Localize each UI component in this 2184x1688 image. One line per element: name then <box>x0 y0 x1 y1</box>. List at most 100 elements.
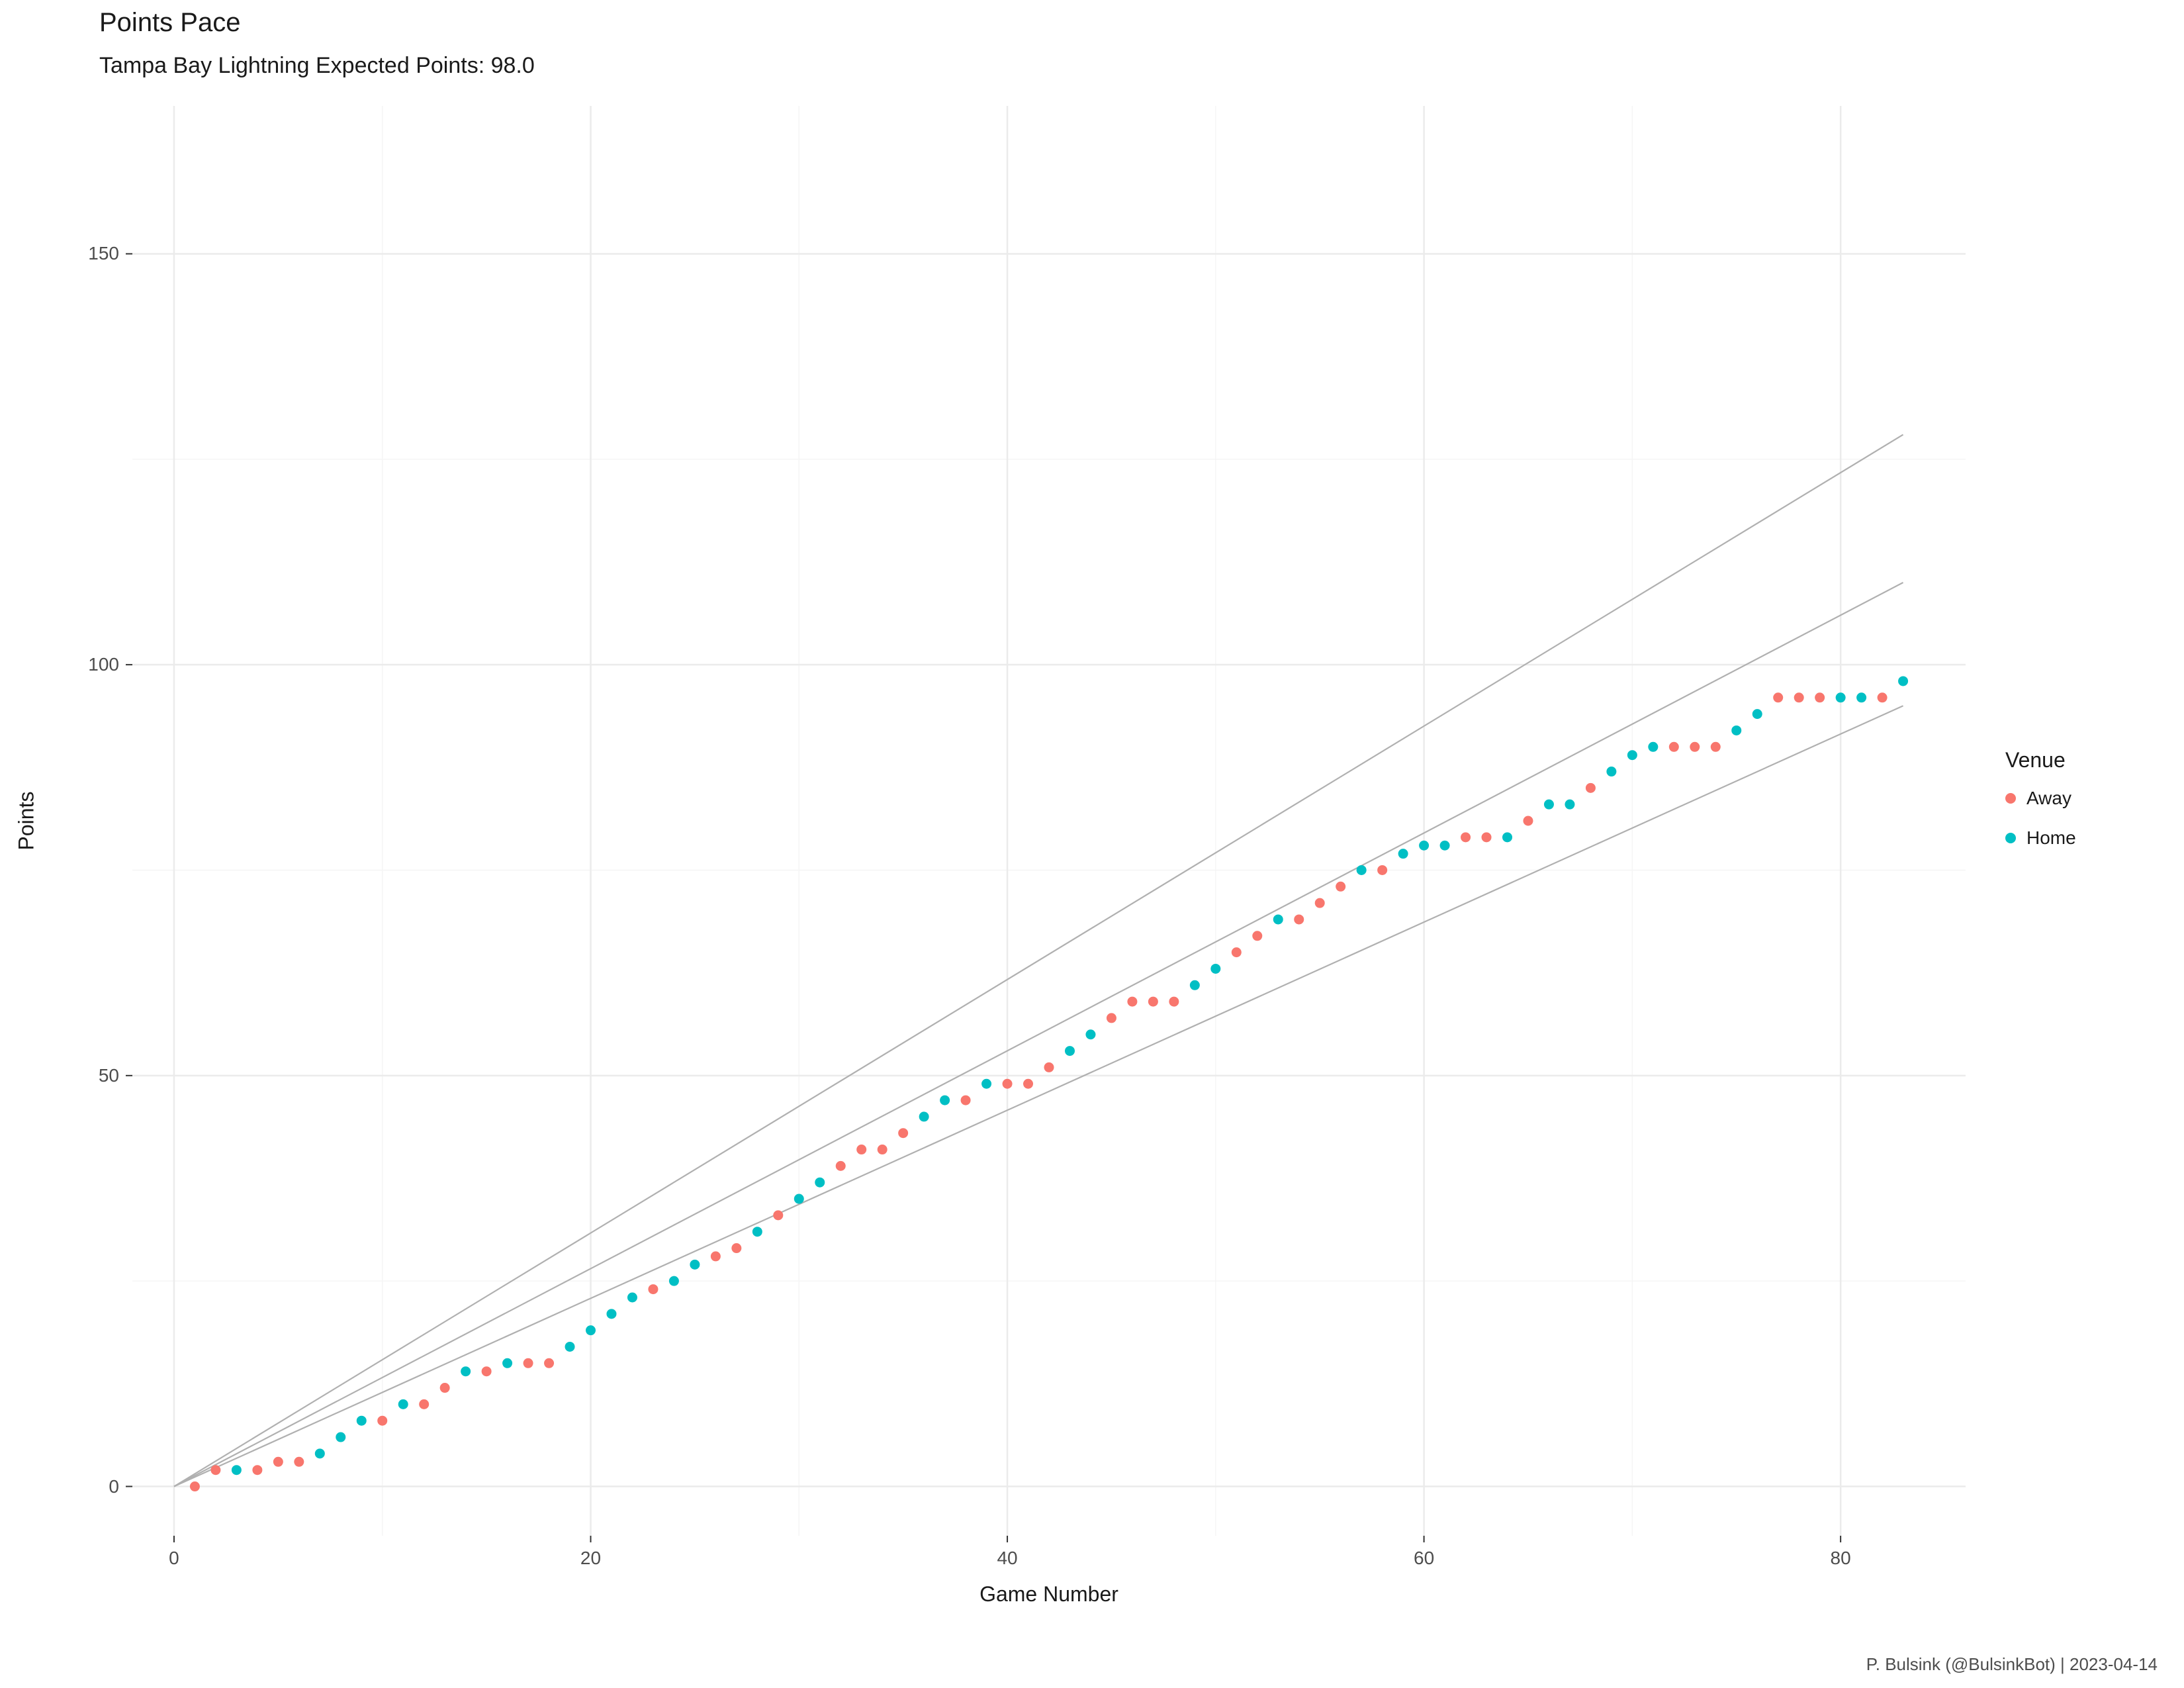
data-point <box>1898 676 1908 686</box>
x-axis-label: Game Number <box>979 1582 1118 1607</box>
data-point <box>1606 767 1616 776</box>
data-point <box>1856 692 1866 702</box>
data-point <box>273 1457 283 1467</box>
data-point <box>190 1481 200 1491</box>
data-point <box>1815 692 1825 702</box>
data-point <box>981 1079 991 1089</box>
x-tick-label: 80 <box>1831 1548 1851 1569</box>
data-point <box>1127 997 1137 1007</box>
x-tick-label: 40 <box>997 1548 1017 1569</box>
x-tick-label: 20 <box>580 1548 601 1569</box>
data-point <box>1690 742 1700 752</box>
y-tick-label: 100 <box>88 654 119 675</box>
data-point <box>1003 1079 1013 1089</box>
data-point <box>815 1178 825 1188</box>
data-point <box>648 1284 658 1294</box>
data-point <box>315 1448 325 1458</box>
y-tick-label: 0 <box>109 1476 119 1497</box>
data-point <box>898 1128 908 1138</box>
data-point <box>669 1276 679 1286</box>
data-point <box>252 1465 262 1475</box>
data-point <box>1232 947 1242 957</box>
data-point <box>752 1227 762 1237</box>
data-point <box>1023 1079 1033 1089</box>
data-point <box>794 1194 804 1204</box>
data-point <box>1565 800 1574 810</box>
data-point <box>1419 841 1429 851</box>
chart-caption: P. Bulsink (@BulsinkBot) | 2023-04-14 <box>1866 1654 2158 1675</box>
data-point <box>1377 865 1387 875</box>
data-point <box>586 1325 596 1335</box>
data-point <box>1502 832 1512 842</box>
data-point <box>232 1465 242 1475</box>
data-point <box>502 1358 512 1368</box>
data-point <box>1190 980 1200 990</box>
data-point <box>1836 692 1846 702</box>
data-point <box>357 1416 367 1426</box>
data-point <box>961 1096 971 1105</box>
plot-area <box>0 0 2184 1688</box>
data-point <box>731 1243 741 1253</box>
legend-title: Venue <box>2005 748 2066 773</box>
data-point <box>690 1260 700 1270</box>
data-point <box>1461 832 1471 842</box>
data-point <box>419 1399 429 1409</box>
data-point <box>773 1210 783 1220</box>
data-point <box>1065 1046 1075 1056</box>
data-point <box>482 1366 492 1376</box>
legend-swatch <box>2005 833 2016 843</box>
chart-container: Points Pace Tampa Bay Lightning Expected… <box>0 0 2184 1688</box>
data-point <box>210 1465 220 1475</box>
data-point <box>919 1111 929 1121</box>
data-point <box>856 1145 866 1154</box>
data-point <box>1648 742 1658 752</box>
data-point <box>836 1161 846 1171</box>
x-tick-label: 0 <box>169 1548 179 1569</box>
data-point <box>1878 692 1888 702</box>
data-point <box>1169 997 1179 1007</box>
data-point <box>1440 841 1450 851</box>
data-point <box>1294 914 1304 924</box>
data-point <box>878 1145 887 1154</box>
data-point <box>565 1342 575 1352</box>
data-point <box>1669 742 1679 752</box>
legend-label: Home <box>2026 827 2076 849</box>
data-point <box>336 1432 345 1442</box>
data-point <box>1586 783 1596 793</box>
data-point <box>1044 1062 1054 1072</box>
data-point <box>1482 832 1492 842</box>
data-point <box>398 1399 408 1409</box>
data-point <box>1210 964 1220 974</box>
legend-label: Away <box>2026 788 2071 809</box>
y-axis-label: Points <box>15 792 39 851</box>
data-point <box>1752 709 1762 719</box>
data-point <box>1731 726 1741 735</box>
data-point <box>1085 1029 1095 1039</box>
data-point <box>1107 1013 1116 1023</box>
data-point <box>1794 692 1804 702</box>
data-point <box>377 1416 387 1426</box>
data-point <box>461 1366 471 1376</box>
data-point <box>1627 750 1637 760</box>
data-point <box>1273 914 1283 924</box>
data-point <box>1336 882 1345 892</box>
data-point <box>294 1457 304 1467</box>
data-point <box>523 1358 533 1368</box>
data-point <box>1523 816 1533 826</box>
data-point <box>1357 865 1367 875</box>
data-point <box>1398 849 1408 859</box>
data-point <box>940 1096 950 1105</box>
data-point <box>606 1309 616 1319</box>
data-point <box>627 1293 637 1303</box>
data-point <box>1711 742 1721 752</box>
data-point <box>440 1383 450 1393</box>
x-tick-label: 60 <box>1414 1548 1434 1569</box>
y-tick-label: 50 <box>99 1065 119 1086</box>
legend-item: Home <box>2005 827 2076 849</box>
data-point <box>711 1251 721 1261</box>
data-point <box>1148 997 1158 1007</box>
data-point <box>1315 898 1325 908</box>
legend-item: Away <box>2005 788 2071 809</box>
data-point <box>1773 692 1783 702</box>
legend-swatch <box>2005 793 2016 804</box>
